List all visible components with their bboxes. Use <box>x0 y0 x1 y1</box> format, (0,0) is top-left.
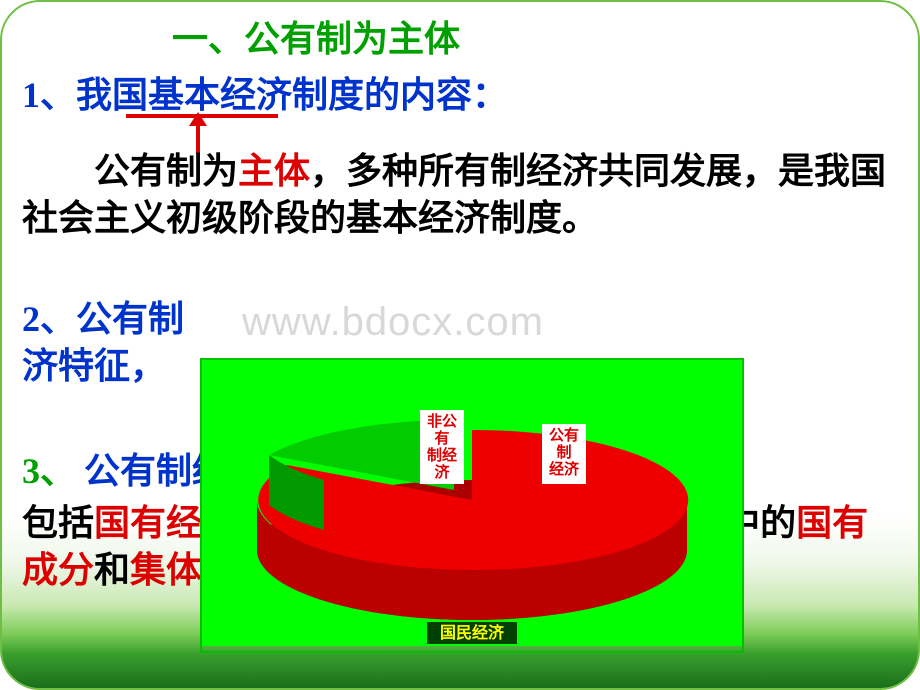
para1-indent <box>22 151 94 191</box>
section-2-num: 2、 <box>22 299 76 339</box>
para3-hi1: 国有经 <box>94 503 202 543</box>
section-2-p1: 公有制 <box>76 299 184 339</box>
label-public-1: 公有 <box>549 426 579 444</box>
paragraph-1: 公有制为主体，多种所有制经济共同发展，是我国社会主义初级阶段的基本经济制度。 <box>22 148 888 242</box>
pie-chart: 非公 有 制经 济 公有 制 经济 国民经济 <box>200 358 744 653</box>
label-nonpublic-1: 非公 <box>427 412 457 430</box>
section-1-c: 制度的内容： <box>292 75 508 115</box>
para3-p1: 包括 <box>22 503 94 543</box>
section-1-num: 1、 <box>22 75 76 115</box>
para1-hi1: 主体 <box>238 151 310 191</box>
slide: 一、公有制为主体 1、我国基本经济制度的内容： 公有制为主体，多种所有制经济共同… <box>0 0 920 690</box>
section-1-heading: 1、我国基本经济制度的内容： <box>22 66 508 118</box>
section-2-line2: 济特征， <box>22 346 166 386</box>
label-public-2: 制 <box>556 443 571 461</box>
label-nonpublic-3: 制经 <box>427 446 457 464</box>
section-3-num: 3、 <box>22 451 76 491</box>
section-1-a: 我国 <box>76 75 148 115</box>
para1-p1: 公有制为 <box>94 151 238 191</box>
title-prefix: 一、 <box>172 19 244 59</box>
label-nonpublic-2: 有 <box>434 429 449 447</box>
pie-chart-svg: 非公 有 制经 济 公有 制 经济 国民经济 <box>202 360 742 646</box>
label-nonpublic-4: 济 <box>434 463 450 481</box>
para3-p4: 和 <box>94 550 130 590</box>
label-bottom: 国民经济 <box>440 623 505 642</box>
title-text: 公有制为主体 <box>244 19 460 59</box>
label-public-3: 经济 <box>549 460 580 478</box>
section-1-b: 基本经济 <box>148 75 292 115</box>
main-title: 一、公有制为主体 <box>172 10 460 62</box>
